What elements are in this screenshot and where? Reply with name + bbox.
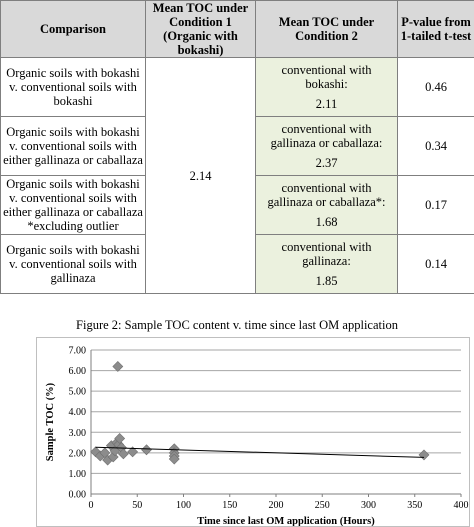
p-value-cell: 0.14 <box>397 234 474 294</box>
table-row: Organic soils with bokashi v. convention… <box>0 116 474 176</box>
data-point <box>114 433 126 444</box>
x-tick-label: 400 <box>454 500 469 511</box>
scatter-chart: 0.00 1.00 2.00 3.00 4.00 5.00 6.00 7.00 0 50 100 15… <box>45 346 469 527</box>
toc-comparison-table: Comparison Mean TOC under Condition 1 (O… <box>0 0 474 294</box>
condition2-value: 1.85 <box>315 274 338 288</box>
condition2-cell: conventional with gallinaza or caballaza… <box>255 116 398 176</box>
x-tick-label: 150 <box>222 500 237 511</box>
p-value-cell: 0.17 <box>397 175 474 235</box>
comparison-cell: Organic soils with bokashi v. convention… <box>0 175 146 235</box>
x-tick-label: 350 <box>407 500 422 511</box>
condition2-label: conventional with gallinaza: <box>281 240 372 268</box>
y-tick-label: 5.00 <box>69 387 87 398</box>
condition2-cell: conventional with gallinaza: 1.85 <box>255 234 398 294</box>
trendline <box>95 446 425 458</box>
header-condition-2: Mean TOC under Condition 2 <box>255 0 398 58</box>
figure-caption: Figure 2: Sample TOC content v. time sin… <box>76 318 398 332</box>
condition2-label: conventional with bokashi: <box>281 63 372 91</box>
comparison-cell: Organic soils with bokashi v. convention… <box>0 234 146 294</box>
comparison-cell: Organic soils with bokashi v. convention… <box>0 116 146 176</box>
x-tick-label: 50 <box>132 500 142 511</box>
y-axis-title: Sample TOC (%) <box>45 382 56 461</box>
condition2-cell: conventional with bokashi: 2.11 <box>255 57 398 117</box>
y-tick-label: 6.00 <box>69 366 87 377</box>
x-tick-label: 100 <box>176 500 191 511</box>
condition2-value: 2.11 <box>315 97 338 111</box>
p-value-cell: 0.46 <box>397 57 474 117</box>
condition2-cell: conventional with gallinaza or caballaza… <box>255 175 398 235</box>
y-tick-label: 1.00 <box>69 469 87 480</box>
condition2-value: 2.37 <box>315 156 338 170</box>
data-point <box>168 453 180 465</box>
table-row: Organic soils with bokashi v. convention… <box>0 57 474 294</box>
y-tick-label: 4.00 <box>69 407 87 418</box>
comparison-cell: Organic soils with bokashi v. convention… <box>0 57 146 117</box>
x-tick-label: 300 <box>361 500 376 511</box>
header-comparison: Comparison <box>0 0 146 58</box>
table-row: Organic soils with bokashi v. convention… <box>0 175 474 235</box>
data-point <box>112 361 124 372</box>
condition2-value: 1.68 <box>315 215 338 229</box>
x-tick-label: 200 <box>269 500 284 511</box>
condition2-label: conventional with gallinaza or caballaza… <box>267 181 386 209</box>
chart-frame: 0.00 1.00 2.00 3.00 4.00 5.00 6.00 7.00 0 50 100 15… <box>36 337 470 527</box>
x-axis-title: Time since last OM application (Hours) <box>197 516 375 526</box>
data-point <box>117 448 129 460</box>
x-tick-label: 0 <box>89 500 94 511</box>
condition2-label: conventional with gallinaza or caballaza… <box>270 122 383 150</box>
y-tick-label: 2.00 <box>69 448 87 459</box>
y-tick-label: 0.00 <box>69 490 87 501</box>
data-point <box>141 444 152 456</box>
header-p-value: P-value from 1-tailed t-test <box>397 0 474 58</box>
p-value-cell: 0.34 <box>397 116 474 176</box>
condition1-mean-cell: 2.14 <box>145 57 256 294</box>
table-row: Organic soils with bokashi v. convention… <box>0 234 474 294</box>
data-point <box>418 449 430 461</box>
table-header-row: Comparison Mean TOC under Condition 1 (O… <box>0 0 474 58</box>
data-point <box>127 446 139 458</box>
y-tick-label: 3.00 <box>69 428 87 439</box>
x-tick-label: 250 <box>315 500 330 511</box>
y-tick-label: 7.00 <box>69 346 87 357</box>
header-condition-1: Mean TOC under Condition 1 (Organic with… <box>145 0 256 58</box>
